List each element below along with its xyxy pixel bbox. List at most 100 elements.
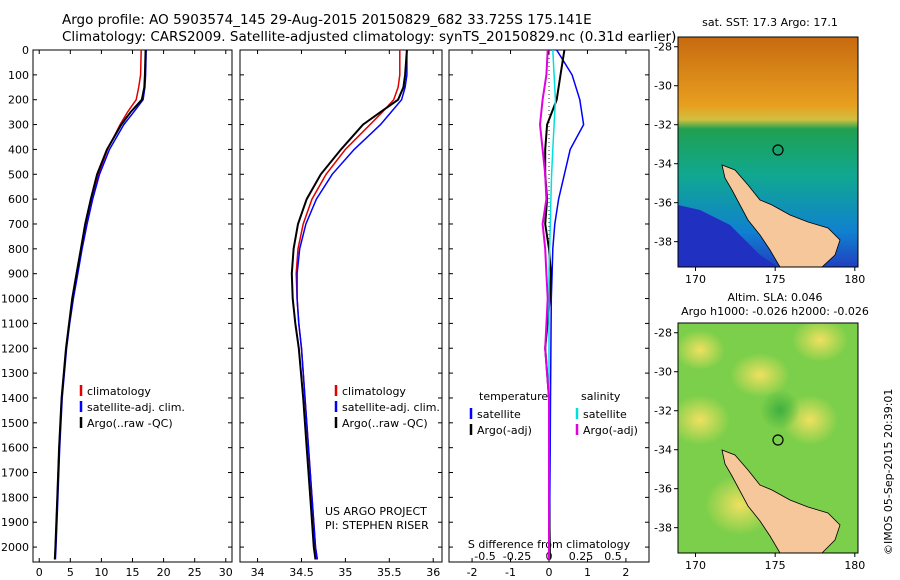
profile-panel-2: 3434.53535.536salinityclimatologysatelli… bbox=[239, 49, 443, 580]
depth-tick-label: 300 bbox=[8, 119, 29, 132]
map-y-tick-label: -34 bbox=[654, 158, 672, 171]
map-y-tick-label: -28 bbox=[654, 41, 672, 54]
x-tick-label: 20 bbox=[157, 566, 171, 579]
series-line-sal_argo bbox=[538, 49, 550, 560]
x-tick-label: -2 bbox=[467, 566, 478, 579]
sla-high-blob bbox=[678, 395, 730, 445]
x-tick-label: 2 bbox=[622, 566, 629, 579]
sst-map: sat. SST: 17.3 Argo: 17.1 170 175 180 -28 -3… bbox=[654, 16, 865, 286]
depth-tick-label: 1900 bbox=[1, 516, 29, 529]
legend-label: Argo(..raw -QC) bbox=[87, 417, 173, 430]
sla-map-title-2: Argo h1000: -0.026 h2000: -0.026 bbox=[681, 305, 869, 318]
legend-label: Argo(..raw -QC) bbox=[342, 417, 428, 430]
map-y-tick-label: -30 bbox=[654, 80, 672, 93]
map-x-tick-label: 170 bbox=[685, 559, 706, 572]
depth-tick-label: 0 bbox=[22, 44, 29, 57]
legend-label: satellite bbox=[477, 408, 521, 421]
depth-tick-label: 1300 bbox=[1, 367, 29, 380]
sst-map-axes: 170 175 180 -28 -30 -32 -34 -36 -38 bbox=[654, 41, 865, 286]
sla-high-blob bbox=[792, 323, 848, 362]
depth-tick-label: 100 bbox=[8, 69, 29, 82]
x-tick-label: 35.5 bbox=[377, 566, 402, 579]
profile-panel-3: -2-1012T difference from climatology-0.5… bbox=[448, 49, 650, 580]
map-y-tick-label: -32 bbox=[654, 405, 672, 418]
x-tick-label: 15 bbox=[126, 566, 140, 579]
sla-map-axes: 170 175 180 -28 -30 -32 -34 -36 -38 bbox=[654, 327, 865, 572]
sla-low-blob bbox=[760, 390, 800, 430]
legend-label: climatology bbox=[342, 385, 406, 398]
depth-tick-label: 500 bbox=[8, 168, 29, 181]
panel-frame bbox=[32, 49, 233, 563]
depth-tick-label: 1000 bbox=[1, 293, 29, 306]
legend-label: satellite-adj. clim. bbox=[342, 401, 440, 414]
profile-panel-1: 0100200300400500600700800900100011001200… bbox=[1, 44, 233, 580]
legend-label: Argo(-adj) bbox=[583, 424, 638, 437]
s-tick-label: 0.25 bbox=[569, 550, 594, 563]
map-y-tick-label: -36 bbox=[654, 197, 672, 210]
series-line-argo bbox=[53, 49, 147, 560]
depth-tick-label: 1600 bbox=[1, 442, 29, 455]
sst-cold-water bbox=[678, 205, 778, 267]
map-y-tick-label: -28 bbox=[654, 327, 672, 340]
depth-tick-label: 1700 bbox=[1, 467, 29, 480]
map-x-tick-label: 175 bbox=[765, 559, 786, 572]
header-line-2: Climatology: CARS2009. Satellite-adjuste… bbox=[62, 29, 677, 45]
depth-tick-label: 1100 bbox=[1, 317, 29, 330]
depth-tick-label: 1400 bbox=[1, 392, 29, 405]
sst-map-title: sat. SST: 17.3 Argo: 17.1 bbox=[702, 16, 838, 29]
sla-map-frame bbox=[677, 322, 859, 554]
x-tick-label: 34 bbox=[251, 566, 265, 579]
x-tick-label: 30 bbox=[219, 566, 233, 579]
x-tick-label: 36 bbox=[426, 566, 440, 579]
map-y-tick-label: -36 bbox=[654, 483, 672, 496]
depth-tick-label: 1500 bbox=[1, 417, 29, 430]
x-tick-label: 10 bbox=[94, 566, 108, 579]
annotation-text: US ARGO PROJECT bbox=[325, 505, 427, 518]
sla-map-title-1: Altim. SLA: 0.046 bbox=[727, 291, 822, 304]
sla-high-blob bbox=[730, 353, 790, 397]
map-y-tick-label: -32 bbox=[654, 119, 672, 132]
x-tick-label: 0 bbox=[546, 566, 553, 579]
series-line-sat bbox=[296, 50, 408, 560]
series-line-argo bbox=[290, 49, 408, 560]
s-tick-label: -0.25 bbox=[503, 550, 531, 563]
legend-label: climatology bbox=[87, 385, 151, 398]
argo-location-marker-top bbox=[772, 144, 784, 156]
map-x-tick-label: 175 bbox=[765, 273, 786, 286]
legend-header: salinity bbox=[581, 390, 621, 403]
depth-tick-label: 1200 bbox=[1, 342, 29, 355]
x-tick-label: 0 bbox=[36, 566, 43, 579]
legend-label: satellite-adj. clim. bbox=[87, 401, 185, 414]
argo-location-marker-bottom bbox=[772, 434, 784, 446]
panel-frame bbox=[239, 49, 443, 563]
legend-label: satellite bbox=[583, 408, 627, 421]
sst-map-frame bbox=[677, 36, 859, 268]
map-x-tick-label: 180 bbox=[844, 559, 865, 572]
depth-tick-label: 600 bbox=[8, 193, 29, 206]
x-tick-label: 34.5 bbox=[289, 566, 314, 579]
imos-credit: ©IMOS 05-Sep-2015 20:39:01 bbox=[882, 389, 895, 555]
depth-tick-label: 800 bbox=[8, 243, 29, 256]
new-zealand-land-top bbox=[721, 164, 841, 267]
x-tick-label: -1 bbox=[505, 566, 516, 579]
header-line-1: Argo profile: AO 5903574_145 29-Aug-2015… bbox=[62, 12, 592, 28]
map-y-tick-label: -30 bbox=[654, 366, 672, 379]
legend-label: Argo(-adj) bbox=[477, 424, 532, 437]
sla-map: Altim. SLA: 0.046 Argo h1000: -0.026 h20… bbox=[654, 291, 869, 572]
annotation-text: PI: STEPHEN RISER bbox=[325, 519, 429, 532]
depth-tick-label: 2000 bbox=[1, 541, 29, 554]
legend-header: temperature bbox=[479, 390, 548, 403]
depth-tick-label: 200 bbox=[8, 94, 29, 107]
depth-tick-label: 700 bbox=[8, 218, 29, 231]
sla-high-blob bbox=[678, 330, 725, 370]
x-tick-label: 5 bbox=[67, 566, 74, 579]
depth-tick-label: 1800 bbox=[1, 491, 29, 504]
map-x-tick-label: 180 bbox=[844, 273, 865, 286]
depth-tick-label: 400 bbox=[8, 143, 29, 156]
map-x-tick-label: 170 bbox=[685, 273, 706, 286]
depth-tick-label: 900 bbox=[8, 268, 29, 281]
s-tick-label: 0.5 bbox=[604, 550, 622, 563]
s-tick-label: -0.5 bbox=[474, 550, 495, 563]
map-y-tick-label: -38 bbox=[654, 236, 672, 249]
